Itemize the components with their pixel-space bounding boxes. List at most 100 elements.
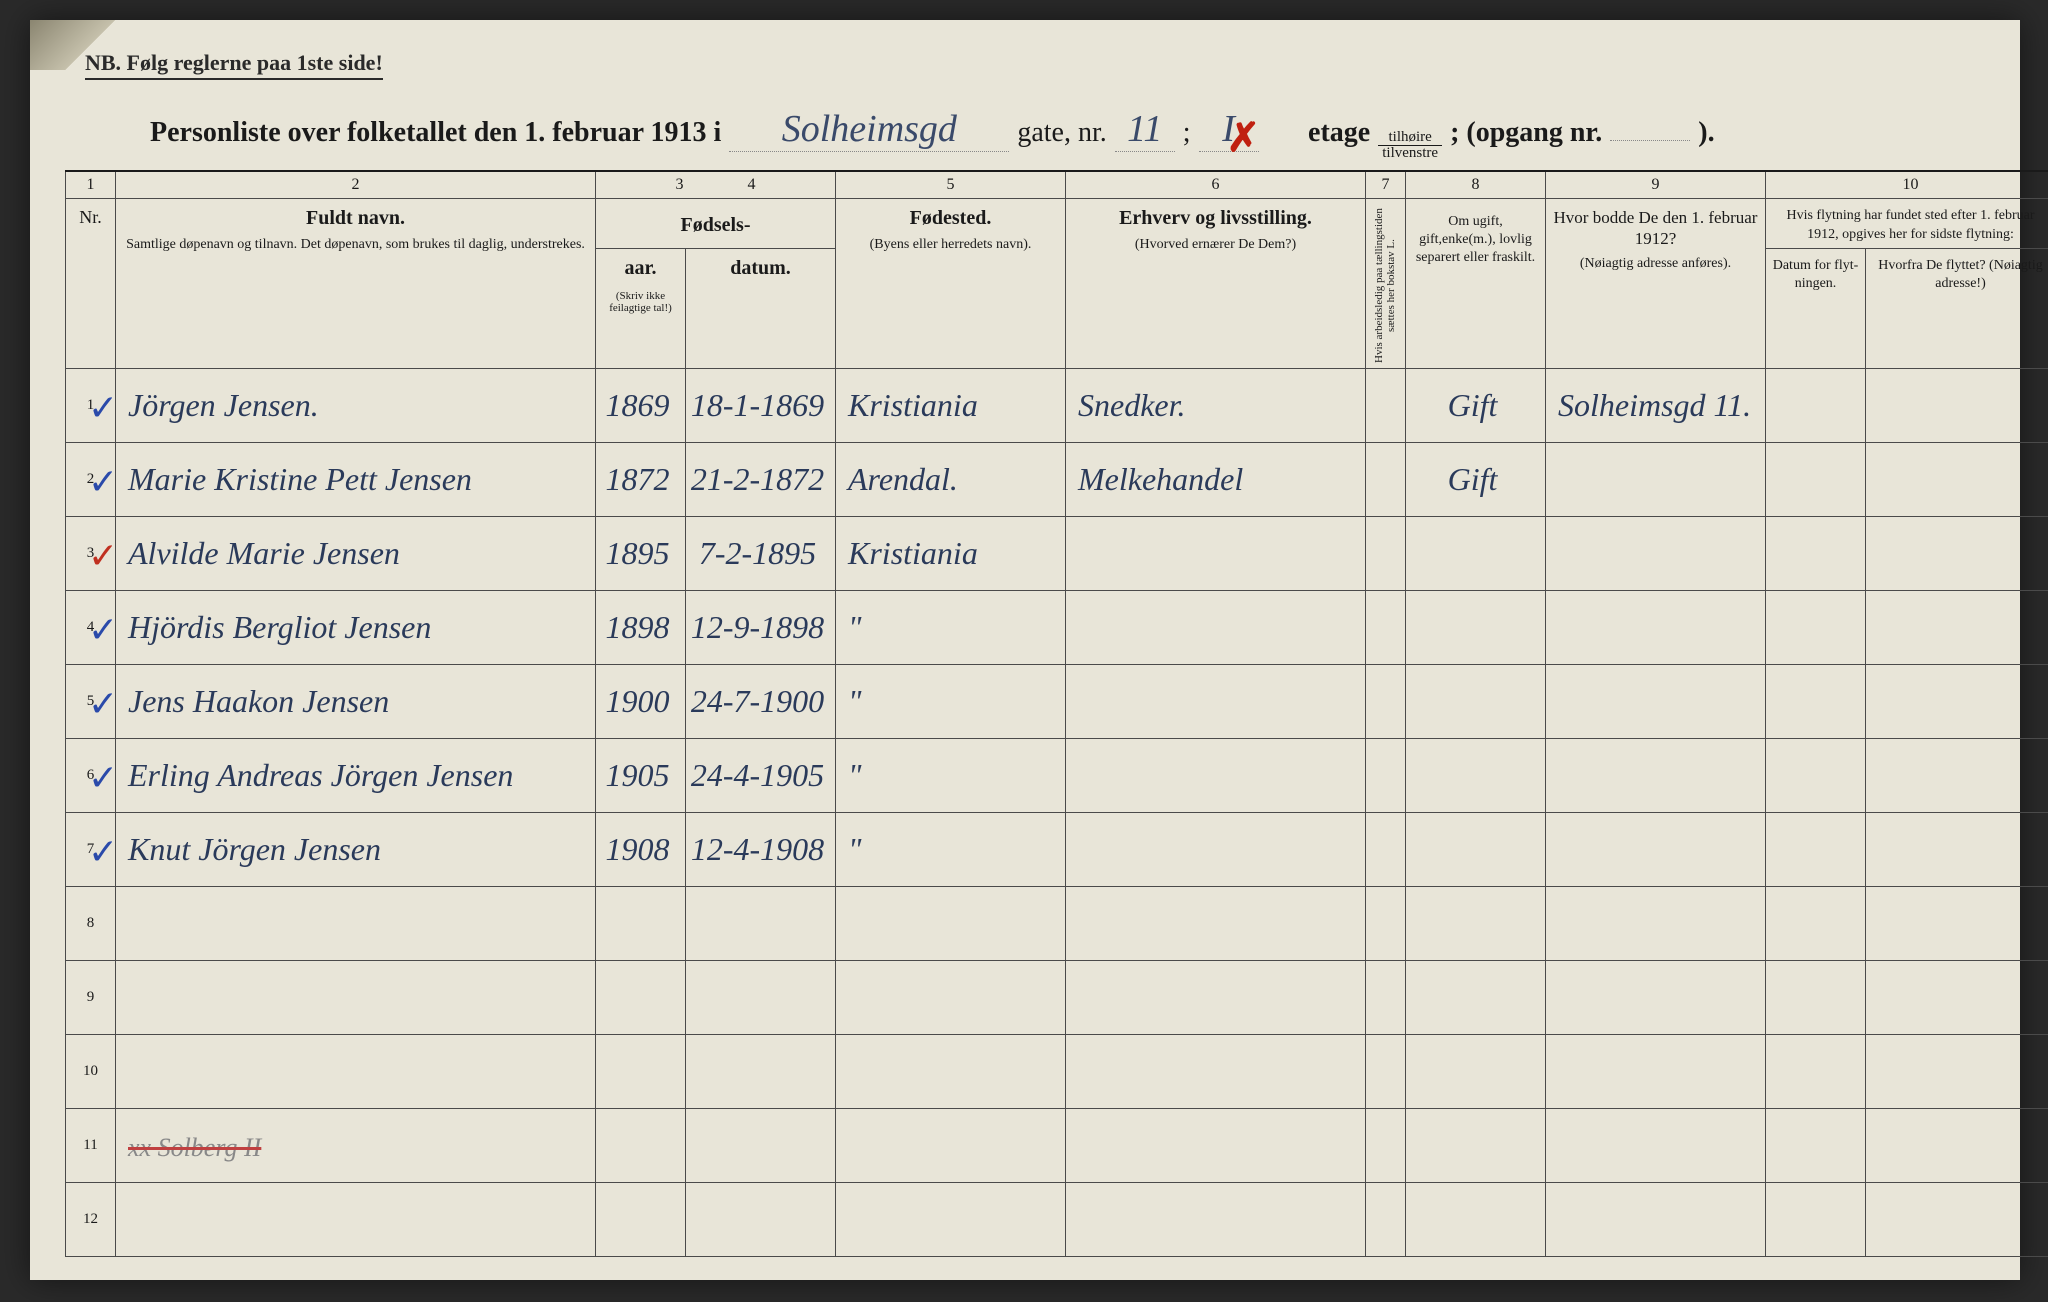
cell-bosted [1546,1035,1766,1109]
cell-name: ✓Alvilde Marie Jensen [116,517,596,591]
cell-flyt-hvorfra [1866,813,2048,887]
checkmark-icon: ✓ [88,831,118,873]
colnum-9: 9 [1546,171,1766,199]
cell-name: xx Solberg II [116,1109,596,1183]
cell-arbeidsledig [1366,369,1406,443]
cell-bosted [1546,739,1766,813]
cell-erhverv [1066,591,1366,665]
cell-datum: 12-9-1898 [686,591,836,665]
cell-bosted [1546,591,1766,665]
cell-aar: 1908 [596,813,686,887]
fraction-top: tilhøire [1378,130,1442,146]
colnum-34: 3 4 [596,171,836,199]
checkmark-icon: ✓ [88,757,118,799]
cell-name [116,1035,596,1109]
cell-name: ✓Knut Jörgen Jensen [116,813,596,887]
table-row: 2 ✓Marie Kristine Pett Jensen 1872 21-2-… [66,443,2048,517]
cell-erhverv [1066,517,1366,591]
cell-civil [1406,739,1546,813]
colnum-5: 5 [836,171,1066,199]
cell-flyt-hvorfra [1866,443,2048,517]
cell-nr: 12 [66,1183,116,1257]
hdr-fodested: Fødested. (Byens eller herredets navn). [836,199,1066,369]
cell-erhverv [1066,1035,1366,1109]
hdr-fodsels: Fødsels- [596,199,836,249]
census-form-paper: NB. Følg reglerne paa 1ste side! Personl… [30,20,2020,1280]
hdr-flytning: Hvis flytning har fundet sted efter 1. f… [1766,199,2048,249]
cell-name [116,1183,596,1257]
hdr-nr: Nr. [66,199,116,369]
cell-aar: 1869 [596,369,686,443]
cell-bosted [1546,887,1766,961]
table-row: 3 ✓Alvilde Marie Jensen 1895 7-2-1895 Kr… [66,517,2048,591]
cell-fodested [836,1035,1066,1109]
census-table-area: 1 2 3 4 5 6 7 8 9 10 Nr. Fuldt navn. Sam… [65,170,1985,1240]
cell-aar [596,887,686,961]
cell-erhverv [1066,665,1366,739]
red-cross-mark: ✗ [1227,115,1261,161]
cell-arbeidsledig [1366,739,1406,813]
title-close: ). [1698,117,1714,149]
struck-text: xx Solberg II [128,1133,261,1162]
cell-name [116,961,596,1035]
cell-datum: 24-4-1905 [686,739,836,813]
cell-fodested: " [836,591,1066,665]
checkmark-icon: ✓ [88,535,118,577]
cell-aar: 1898 [596,591,686,665]
cell-fodested: " [836,739,1066,813]
cell-aar [596,961,686,1035]
cell-datum [686,1183,836,1257]
cell-fodested [836,1109,1066,1183]
cell-name [116,887,596,961]
cell-flyt-datum [1766,739,1866,813]
gate-label: gate, nr. [1017,117,1106,149]
cell-civil: Gift [1406,443,1546,517]
table-body: 1 ✓Jörgen Jensen. 1869 18-1-1869 Kristia… [66,369,2048,1257]
cell-bosted [1546,665,1766,739]
cell-civil [1406,591,1546,665]
cell-erhverv [1066,961,1366,1035]
cell-arbeidsledig [1366,887,1406,961]
cell-fodested: " [836,813,1066,887]
cell-bosted [1546,1109,1766,1183]
cell-fodested: " [836,665,1066,739]
colnum-1: 1 [66,171,116,199]
hdr-name-bold: Fuldt navn. [306,207,405,229]
cell-aar: 1905 [596,739,686,813]
cell-civil [1406,665,1546,739]
semicolon: ; [1183,117,1191,149]
cell-civil [1406,887,1546,961]
cell-flyt-datum [1766,961,1866,1035]
cell-flyt-datum [1766,369,1866,443]
cell-flyt-hvorfra [1866,887,2048,961]
table-row: 1 ✓Jörgen Jensen. 1869 18-1-1869 Kristia… [66,369,2048,443]
colnum-6: 6 [1066,171,1366,199]
cell-bosted: Solheimsgd 11. [1546,369,1766,443]
cell-fodested [836,1183,1066,1257]
cell-flyt-datum [1766,443,1866,517]
table-row: 10 [66,1035,2048,1109]
cell-arbeidsledig [1366,665,1406,739]
cell-nr: 9 [66,961,116,1035]
cell-arbeidsledig [1366,1183,1406,1257]
cell-flyt-datum [1766,1109,1866,1183]
cell-erhverv [1066,1183,1366,1257]
cell-nr: 10 [66,1035,116,1109]
table-row: 9 [66,961,2048,1035]
table-row: 5 ✓Jens Haakon Jensen 1900 24-7-1900 " [66,665,2048,739]
cell-civil: Gift [1406,369,1546,443]
fraction-bottom: tilvenstre [1378,146,1442,161]
cell-name: ✓Jörgen Jensen. [116,369,596,443]
cell-erhverv [1066,887,1366,961]
cell-erhverv [1066,1109,1366,1183]
cell-name: ✓Marie Kristine Pett Jensen [116,443,596,517]
cell-arbeidsledig [1366,961,1406,1035]
title-prefix: Personliste over folketallet den 1. febr… [150,117,721,149]
cell-flyt-datum [1766,1183,1866,1257]
cell-nr: 11 [66,1109,116,1183]
census-table: 1 2 3 4 5 6 7 8 9 10 Nr. Fuldt navn. Sam… [65,170,2048,1257]
cell-civil [1406,1183,1546,1257]
hdr-datum: datum. [686,249,836,369]
cell-flyt-hvorfra [1866,1035,2048,1109]
cell-flyt-datum [1766,517,1866,591]
